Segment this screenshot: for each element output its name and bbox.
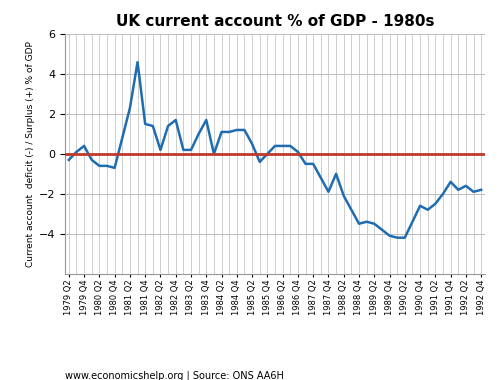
Title: UK current account % of GDP - 1980s: UK current account % of GDP - 1980s — [116, 14, 434, 29]
Y-axis label: Current account  deficit (-) / Surplus (+) % of GDP: Current account deficit (-) / Surplus (+… — [26, 41, 35, 267]
Text: www.economicshelp.org | Source: ONS AA6H: www.economicshelp.org | Source: ONS AA6H — [65, 370, 284, 380]
